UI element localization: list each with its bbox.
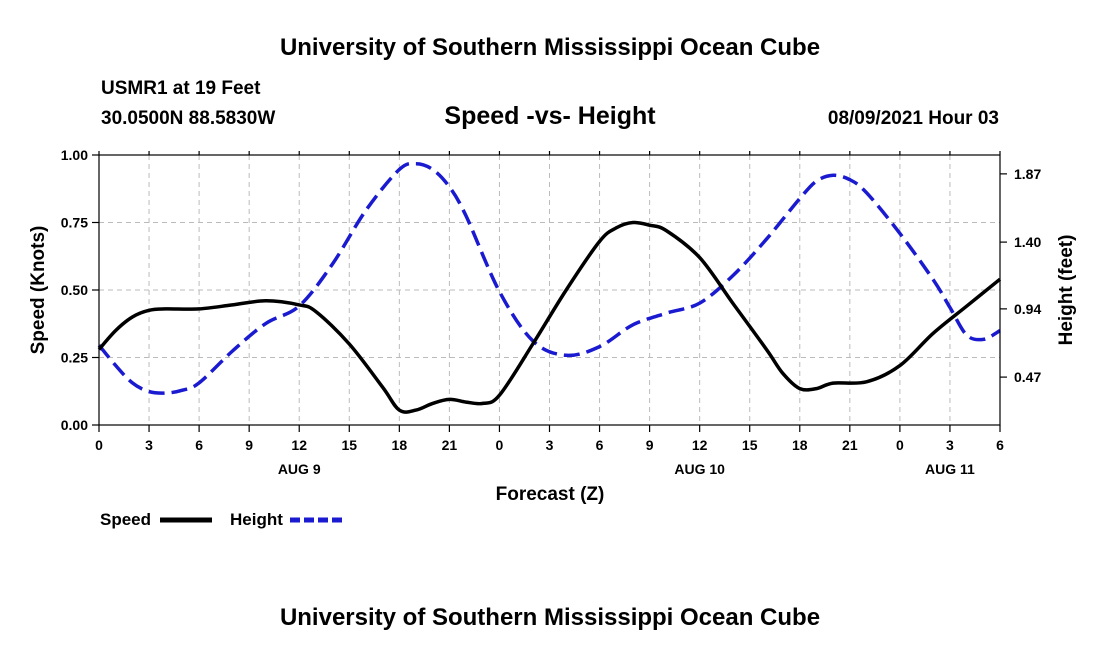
page-title: University of Southern Mississippi Ocean…: [280, 34, 820, 61]
forecast-datetime: 08/09/2021 Hour 03: [828, 108, 999, 129]
x-axis-title: Forecast (Z): [496, 484, 605, 505]
grid-lines: [99, 155, 1000, 425]
x-tick-label: 12: [291, 437, 307, 453]
footer-title: University of Southern Mississippi Ocean…: [280, 604, 820, 631]
legend-label-height: Height: [230, 510, 283, 529]
date-label: AUG 10: [674, 461, 725, 477]
legend: Speed Height: [100, 510, 342, 529]
x-tick-label: 15: [341, 437, 357, 453]
y2-tick-label: 1.87: [1014, 166, 1041, 182]
y2-tick-label: 0.47: [1014, 369, 1041, 385]
x-tick-label: 9: [646, 437, 654, 453]
y2-axis-title: Height (feet): [1056, 235, 1077, 346]
axis-tick-labels: 0 3 6 9 12 15 18 21 0 3 6 9 12 15 18 21 0 3 6 AUG 9 AUG 10 AU…: [61, 147, 1042, 477]
date-label: AUG 9: [278, 461, 321, 477]
x-tick-label: 18: [392, 437, 408, 453]
x-tick-label: 0: [496, 437, 504, 453]
station-label: USMR1 at 19 Feet: [101, 78, 261, 99]
x-tick-label: 3: [145, 437, 153, 453]
x-tick-label: 3: [946, 437, 954, 453]
y2-tick-label: 0.94: [1014, 301, 1041, 317]
y-tick-label: 0.00: [61, 417, 88, 433]
chart-title: Speed -vs- Height: [444, 102, 656, 130]
x-tick-label: 0: [896, 437, 904, 453]
y-tick-label: 0.75: [61, 215, 88, 231]
y2-tick-label: 1.40: [1014, 234, 1041, 250]
station-coords: 30.0500N 88.5830W: [101, 108, 275, 129]
x-tick-label: 9: [245, 437, 253, 453]
x-tick-label: 6: [596, 437, 604, 453]
y-tick-label: 1.00: [61, 147, 88, 163]
axis-ticks: [92, 151, 1007, 432]
series-line-speed: [97, 220, 1002, 414]
x-tick-label: 6: [195, 437, 203, 453]
x-tick-label: 0: [95, 437, 103, 453]
x-tick-label: 3: [546, 437, 554, 453]
series-line-height: [97, 161, 1001, 395]
series-lines: [97, 161, 1002, 414]
x-tick-label: 21: [842, 437, 858, 453]
x-tick-label: 6: [996, 437, 1004, 453]
y-tick-label: 0.25: [61, 350, 88, 366]
date-label: AUG 11: [925, 461, 975, 477]
x-tick-label: 12: [692, 437, 708, 453]
y-axis-title: Speed (Knots): [28, 226, 49, 355]
x-tick-label: 21: [442, 437, 458, 453]
x-tick-label: 18: [792, 437, 808, 453]
y-tick-label: 0.50: [61, 282, 88, 298]
legend-label-speed: Speed: [100, 510, 151, 529]
x-tick-label: 15: [742, 437, 758, 453]
